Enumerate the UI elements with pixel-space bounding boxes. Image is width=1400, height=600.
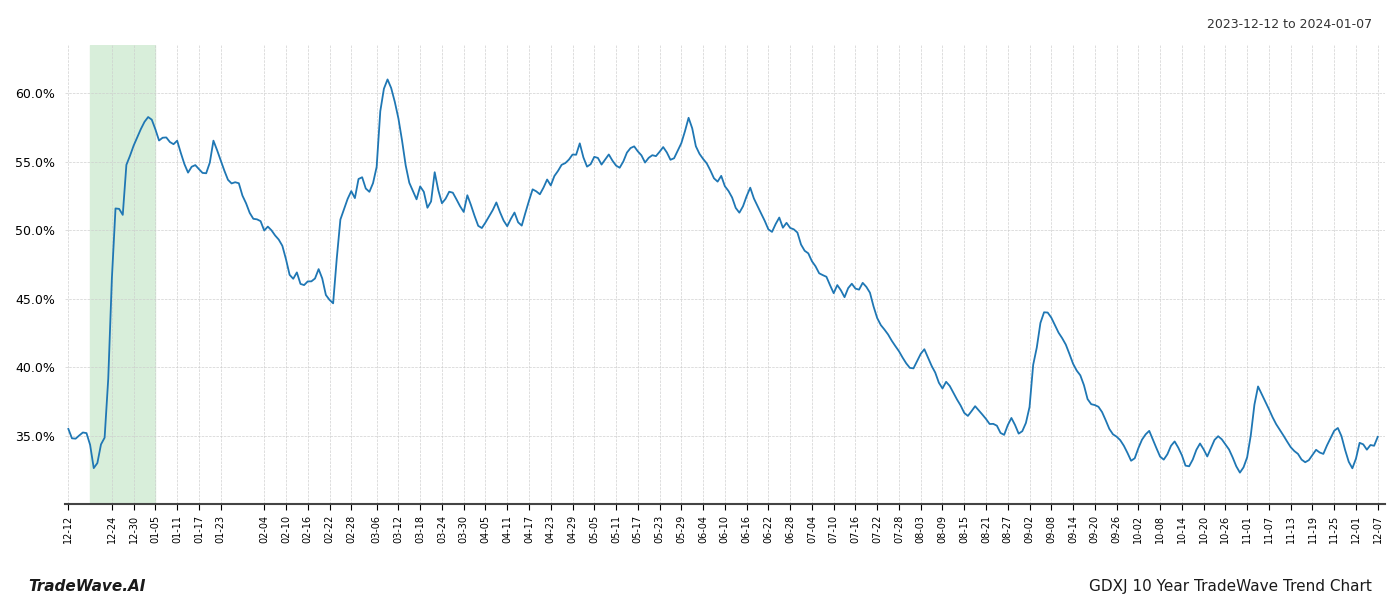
Text: GDXJ 10 Year TradeWave Trend Chart: GDXJ 10 Year TradeWave Trend Chart	[1089, 579, 1372, 594]
Text: TradeWave.AI: TradeWave.AI	[28, 579, 146, 594]
Bar	[90, 45, 155, 504]
Text: 2023-12-12 to 2024-01-07: 2023-12-12 to 2024-01-07	[1207, 18, 1372, 31]
